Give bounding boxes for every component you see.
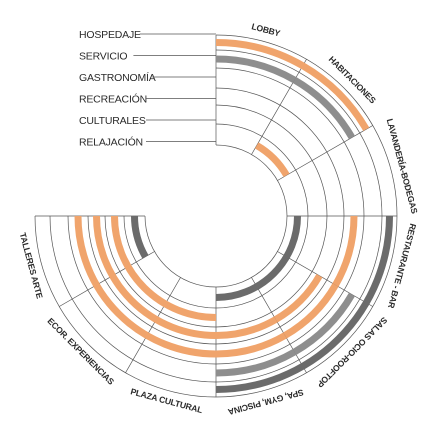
legend-label-servicio: SERVICIO	[79, 50, 127, 62]
area-label: HABITACIONES	[327, 54, 379, 106]
usage-arc	[215, 348, 297, 377]
area-label: SPA, GYM, PISCINA	[227, 387, 305, 417]
usage-arc	[292, 76, 356, 140]
area-label: LOBBY	[251, 21, 282, 38]
ring-line	[123, 123, 309, 309]
ring-line	[104, 104, 328, 328]
legend-label-culturales: CULTURALES	[79, 115, 146, 127]
area-label: ECOR. EXPERIENCIAS	[45, 316, 116, 387]
ring-line	[87, 87, 345, 345]
usage-arc	[215, 332, 287, 358]
usage-arc	[215, 39, 370, 132]
sector-spoke	[125, 277, 181, 373]
usage-arc	[131, 215, 149, 259]
sector-spoke	[59, 251, 155, 307]
usage-arc	[283, 283, 339, 339]
ring-grid	[34, 34, 398, 398]
ring-line	[49, 49, 383, 383]
legend-label-recreacion: RECREACIÓN	[79, 92, 147, 105]
usage-arcs	[74, 39, 393, 393]
category-legend: HOSPEDAJE SERVICIO GASTRONOMÍA RECREACIÓN CU…	[79, 29, 216, 148]
usage-arc	[332, 215, 358, 287]
legend-label-relajacion: RELAJACIÓN	[79, 135, 143, 148]
legend-label-hospedaje: HOSPEDAJE	[79, 29, 141, 41]
usage-arc	[292, 292, 356, 356]
legend-label-gastronomia: GASTRONOMÍA	[79, 71, 156, 84]
ring-line	[67, 67, 365, 365]
sector-spokes	[35, 35, 397, 397]
usage-arc	[93, 215, 217, 339]
ring-line	[144, 144, 288, 288]
area-label: TALLERES ARTE	[18, 232, 45, 300]
usage-arc	[215, 215, 393, 393]
sector-spoke	[251, 59, 307, 155]
sector-spoke	[277, 251, 373, 307]
usage-arc	[273, 273, 323, 323]
usage-arc	[215, 316, 278, 339]
ring-line	[34, 34, 398, 398]
usage-arc	[74, 215, 217, 358]
area-label: PLAZA CULTURAL	[129, 386, 203, 415]
usage-arc	[254, 142, 290, 178]
usage-arc	[215, 55, 297, 84]
sector-spoke	[251, 277, 307, 373]
sector-spoke	[277, 125, 373, 181]
usage-arc	[111, 215, 217, 321]
usage-arc	[215, 215, 301, 301]
